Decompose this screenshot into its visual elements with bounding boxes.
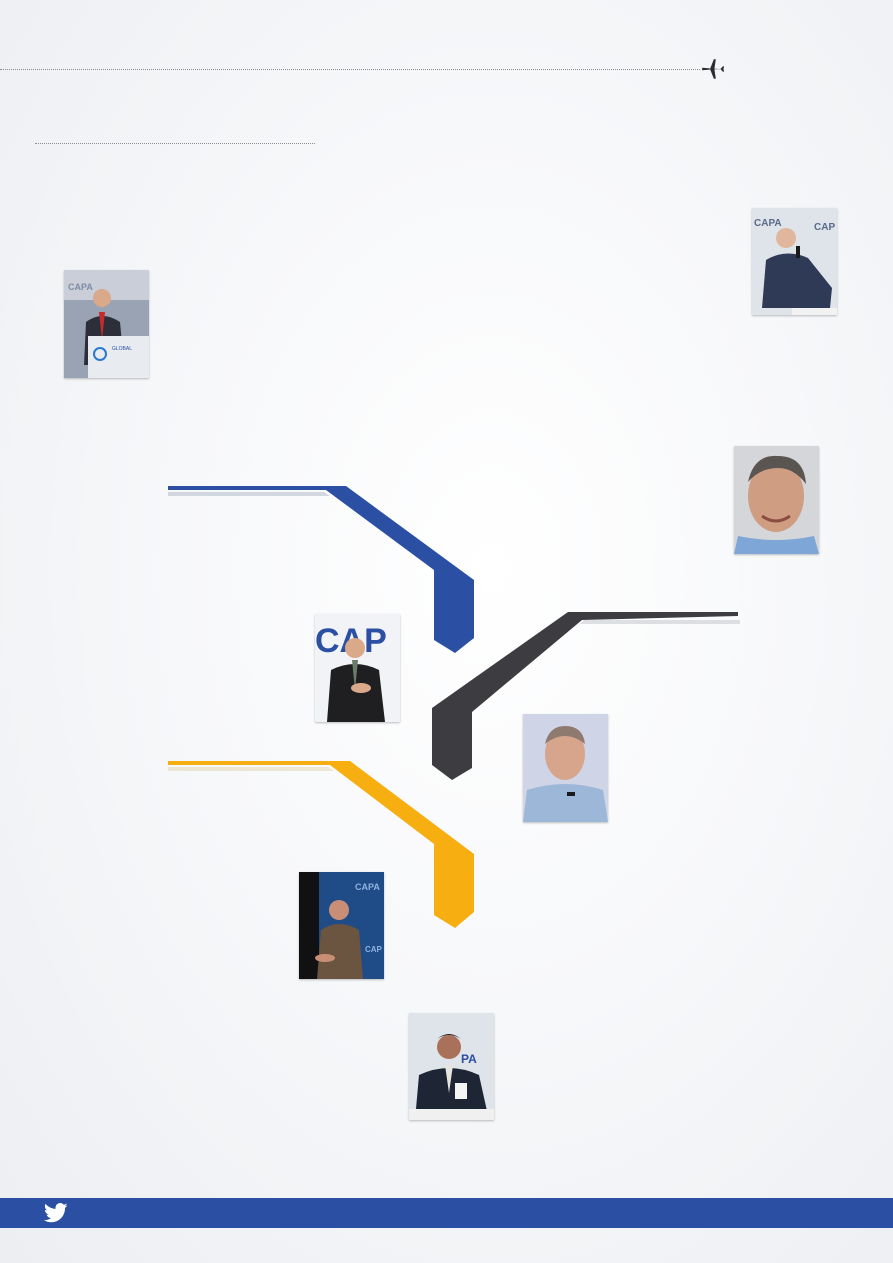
header-dotted-line xyxy=(0,69,700,70)
speaker-portrait-photo xyxy=(734,446,819,554)
speaker-lectern-photo: CAPA CAP xyxy=(299,872,384,979)
footer-bar xyxy=(0,1198,893,1228)
svg-text:GLOBAL: GLOBAL xyxy=(112,346,132,352)
svg-text:CAPA: CAPA xyxy=(68,282,93,292)
speaker-standing-photo: CAP xyxy=(315,614,400,722)
speaker-blue-shirt-photo xyxy=(523,714,608,822)
speaker-podium-photo: CAPA GLOBAL xyxy=(64,270,149,378)
yellow-arrow-ribbon xyxy=(168,761,474,928)
speaker-seated-photo: CAPA CAP xyxy=(752,208,837,315)
twitter-icon[interactable] xyxy=(44,1202,68,1224)
blue-arrow-ribbon xyxy=(168,486,474,653)
airplane-icon xyxy=(702,59,725,79)
svg-text:CAPA: CAPA xyxy=(754,218,782,229)
dark-arrow-ribbon xyxy=(432,612,740,780)
svg-text:CAPA: CAPA xyxy=(355,882,380,892)
speaker-panel-photo: PA xyxy=(409,1013,494,1120)
section-dotted-line xyxy=(35,143,315,144)
svg-text:CAP: CAP xyxy=(365,945,383,954)
svg-text:CAP: CAP xyxy=(814,222,835,233)
svg-text:PA: PA xyxy=(461,1052,477,1066)
